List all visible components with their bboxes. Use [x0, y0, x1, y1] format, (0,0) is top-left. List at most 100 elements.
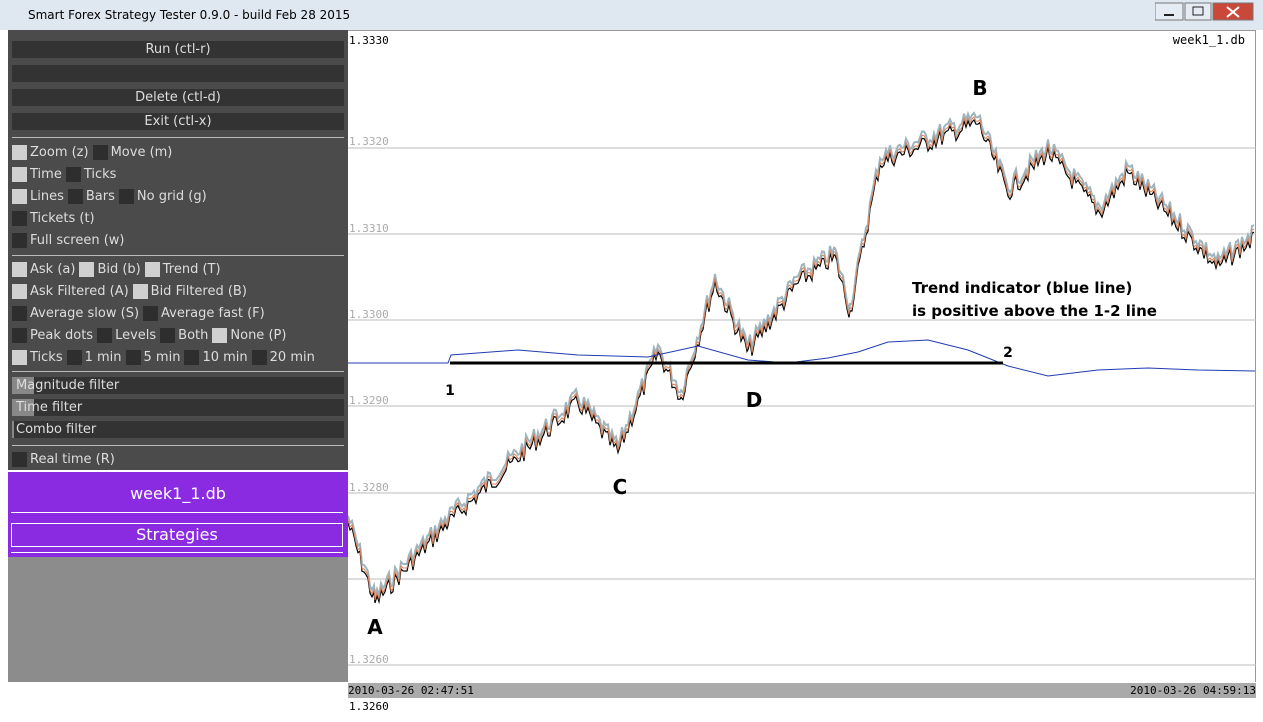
point-label: C [613, 475, 628, 499]
checkbox-row: Peak dots Levels Both None (P) [12, 326, 290, 344]
checkbox-label: No grid (g) [136, 188, 207, 204]
checkbox-label: 10 min [202, 349, 248, 365]
button[interactable]: Delete (ctl-d) [12, 89, 344, 106]
checkbox-label: Ask (a) [30, 261, 76, 277]
start-time: 2010-03-26 02:47:51 [348, 684, 474, 697]
file-label: week1_1.db [1173, 33, 1245, 47]
separator [12, 445, 344, 446]
checkbox[interactable] [67, 188, 83, 204]
checkbox-label: Bid Filtered (B) [150, 283, 247, 299]
checkbox-label: Levels [115, 327, 157, 343]
checkbox-label: Average slow (S) [30, 305, 140, 321]
checkbox-label: None (P) [230, 327, 287, 343]
price-label: 1.3300 [349, 308, 389, 321]
checkbox-label: Move (m) [110, 144, 173, 160]
checkbox[interactable] [143, 305, 159, 321]
checkbox-label: Tickets (t) [30, 210, 95, 226]
checkbox-label: 20 min [269, 349, 315, 365]
bottom-price: 1.3260 [349, 700, 389, 713]
price-label: 1.3290 [349, 394, 389, 407]
checkbox[interactable] [212, 327, 228, 343]
mid-line [348, 116, 1255, 601]
checkbox[interactable] [12, 305, 27, 321]
checkbox[interactable] [12, 349, 27, 365]
checkbox[interactable] [12, 210, 27, 226]
button[interactable]: Run (ctl-r) [12, 41, 344, 58]
checkbox[interactable] [97, 327, 113, 343]
checkbox-label: Both [178, 327, 209, 343]
window-title: Smart Forex Strategy Tester 0.9.0 - buil… [28, 8, 351, 22]
time-bar: 2010-03-26 02:47:51 2010-03-26 04:59:13 [348, 683, 1256, 698]
price-label: 1.3280 [349, 481, 389, 494]
checkbox-label: Lines [30, 188, 64, 204]
checkbox-label: Full screen (w) [30, 232, 125, 248]
trend-line [348, 339, 1256, 377]
checkbox-label: Time [30, 166, 62, 182]
button[interactable]: Exit (ctl-x) [12, 113, 344, 130]
checkbox[interactable] [251, 349, 267, 365]
checkbox-label: Trend (T) [162, 261, 221, 277]
separator [12, 371, 344, 372]
slider[interactable]: Time filter [12, 399, 344, 416]
checkbox-label: Bars [85, 188, 115, 204]
checkbox-row: Zoom (z) Move (m) [12, 143, 176, 161]
checkbox-row: Ask Filtered (A) Bid Filtered (B) [12, 282, 251, 300]
end-time: 2010-03-26 04:59:13 [1130, 684, 1256, 697]
checkbox-label: 1 min [84, 349, 122, 365]
price-label: 1.3310 [349, 222, 389, 235]
checkbox[interactable] [12, 327, 27, 343]
checkbox[interactable] [92, 144, 108, 160]
checkbox[interactable] [160, 327, 176, 343]
slider[interactable]: Combo filter [12, 421, 344, 438]
separator [12, 255, 344, 256]
checkbox[interactable] [12, 166, 27, 182]
checkbox-row: Time Ticks [12, 165, 120, 183]
checkbox[interactable] [132, 283, 148, 299]
checkbox-row: Tickets (t) [12, 209, 99, 227]
price-chart: 1.3330 1.3320 1.3310 1.3300 1.3290 1.3280 1.32… [348, 30, 1256, 682]
annotation: is positive above the 1-2 line [912, 302, 1157, 320]
checkbox-label: Average fast (F) [161, 305, 265, 321]
price-label: 1.3330 [349, 34, 389, 47]
price-label: 1.3260 [349, 653, 389, 666]
point-label: D [746, 388, 763, 412]
db-name: week1_1.db [130, 484, 226, 503]
checkbox-row: Ask (a) Bid (b) Trend (T) [12, 260, 225, 278]
checkbox[interactable] [79, 261, 95, 277]
checkbox-row: Average slow (S) Average fast (F) [12, 304, 269, 322]
checkbox-label: Zoom (z) [30, 144, 89, 160]
checkbox[interactable] [12, 261, 27, 277]
plot-bg [348, 30, 1256, 682]
control-panel: Run (ctl-r) Delete (ctl-d) Exit (ctl-x) Zoo… [8, 30, 348, 470]
checkbox-row: Full screen (w) [12, 231, 129, 249]
checkbox-row: Ticks 1 min 5 min 10 min 20 min [12, 348, 319, 366]
checkbox-label: Peak dots [30, 327, 94, 343]
point-label: 2 [1003, 345, 1013, 361]
strategies-button[interactable]: Strategies [11, 523, 343, 547]
checkbox[interactable] [125, 349, 141, 365]
checkbox[interactable] [144, 261, 160, 277]
checkbox[interactable] [184, 349, 200, 365]
checkbox[interactable] [12, 144, 27, 160]
checkbox[interactable] [12, 451, 27, 467]
bid-line [348, 118, 1255, 605]
window-controls[interactable] [1155, 2, 1255, 24]
checkbox[interactable] [66, 349, 82, 365]
checkbox-label: Bid (b) [97, 261, 141, 277]
checkbox[interactable] [12, 188, 27, 204]
checkbox-label: Ticks [83, 166, 117, 182]
point-label: A [367, 615, 383, 639]
checkbox[interactable] [12, 232, 27, 248]
checkbox-label: Ask Filtered (A) [30, 283, 129, 299]
point-label: B [972, 76, 987, 100]
price-label: 1.3320 [349, 135, 389, 148]
checkbox[interactable] [118, 188, 134, 204]
checkbox-row: Real time (R) [12, 450, 119, 468]
db-panel: week1_1.db Strategies [8, 472, 348, 557]
slider[interactable]: Magnitude filter [12, 377, 344, 394]
checkbox-label: Ticks [30, 349, 63, 365]
checkbox[interactable] [12, 283, 27, 299]
checkbox[interactable] [65, 166, 81, 182]
title-bar: Smart Forex Strategy Tester 0.9.0 - buil… [0, 0, 1263, 30]
